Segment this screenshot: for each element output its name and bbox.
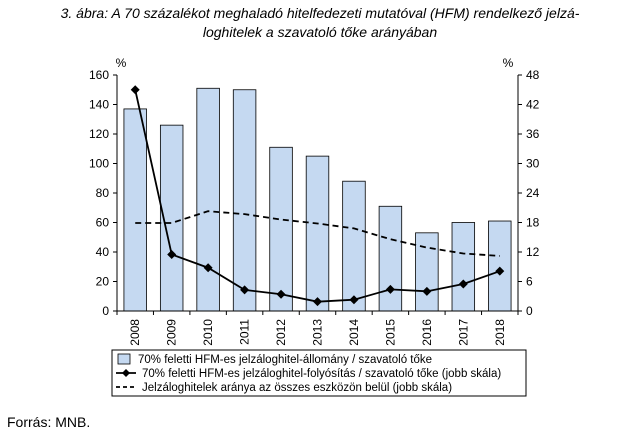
legend-label-line: 70% feletti HFM-es jelzáloghitel-folyósí… bbox=[142, 368, 501, 380]
marker-point-2012 bbox=[276, 289, 286, 299]
marker-point-2010 bbox=[203, 263, 213, 273]
legend: 70% feletti HFM-es jelzáloghitel-állomán… bbox=[111, 349, 527, 397]
source-note: Forrás: MNB. bbox=[7, 414, 91, 430]
legend-bar-swatch bbox=[117, 353, 131, 365]
left-axis-unit: % bbox=[116, 56, 127, 70]
right-axis-unit: % bbox=[503, 56, 514, 70]
legend-box bbox=[111, 349, 527, 397]
right-tick-label: 24 bbox=[526, 186, 540, 200]
bar-2014 bbox=[342, 180, 366, 312]
x-tick-label-2014: 2014 bbox=[347, 319, 361, 346]
marker-point-2008 bbox=[130, 85, 140, 95]
left-tick-label: 40 bbox=[96, 245, 110, 259]
left-tick-label: 100 bbox=[89, 157, 109, 171]
bars-layer bbox=[123, 87, 512, 312]
bar-2011 bbox=[232, 89, 257, 312]
chart: 0 20 40 60 80 100 120 140 160 0 6 12 18 24 30 36 42 48% % 2… bbox=[89, 56, 540, 397]
right-tick-label: 0 bbox=[526, 304, 533, 318]
right-tick-label: 6 bbox=[526, 275, 533, 289]
bar-2018 bbox=[488, 220, 512, 312]
bar-2015 bbox=[378, 205, 403, 312]
marker-point-2018 bbox=[495, 266, 505, 276]
x-tick-label-2016: 2016 bbox=[420, 319, 434, 346]
axes-layer: 0 20 40 60 80 100 120 140 160 0 6 12 18 24 30 36 42 48% % 2… bbox=[89, 56, 540, 346]
x-tick-label-2012: 2012 bbox=[274, 319, 288, 346]
right-tick-label: 12 bbox=[526, 245, 540, 259]
x-tick-label-2018: 2018 bbox=[493, 319, 507, 346]
chart-title-line-1: 3. ábra: A 70 százalékot meghaladó hitel… bbox=[60, 5, 580, 21]
x-tick-label-2017: 2017 bbox=[456, 319, 470, 346]
right-tick-label: 18 bbox=[526, 216, 540, 230]
bar-2008 bbox=[123, 108, 147, 312]
marker-point-2013 bbox=[313, 297, 322, 307]
x-tick-label-2009: 2009 bbox=[165, 319, 179, 346]
bar-2010 bbox=[196, 87, 220, 312]
x-tick-label-2010: 2010 bbox=[201, 319, 215, 346]
right-tick-label: 36 bbox=[526, 127, 540, 141]
marker-point-2017 bbox=[458, 279, 468, 289]
x-tick-label-2011: 2011 bbox=[238, 319, 252, 345]
chart-title-line-2: loghitelek a szavatoló tőke arányában bbox=[202, 24, 438, 40]
right-tick-label: 48 bbox=[526, 68, 540, 82]
bar-2012 bbox=[269, 146, 293, 312]
left-tick-label: 80 bbox=[96, 186, 110, 200]
marker-point-2014 bbox=[349, 295, 359, 305]
left-tick-label: 140 bbox=[89, 98, 109, 112]
legend-marker-swatch bbox=[122, 369, 130, 377]
lines-layer bbox=[130, 85, 505, 307]
left-tick-label: 120 bbox=[89, 127, 109, 141]
bar-2016 bbox=[415, 232, 439, 312]
marker-point-2016 bbox=[422, 286, 432, 296]
bar-2013 bbox=[305, 155, 330, 312]
dashed-series-line bbox=[135, 210, 500, 257]
marker-point-2009 bbox=[167, 249, 177, 259]
marker-point-2015 bbox=[385, 284, 395, 294]
bar-2017 bbox=[451, 222, 476, 312]
left-tick-label: 160 bbox=[89, 68, 109, 82]
legend-label-dashed: Jelzáloghitelek aránya az összes eszközö… bbox=[142, 382, 452, 394]
x-tick-label-2008: 2008 bbox=[128, 319, 142, 346]
marker-point-2011 bbox=[240, 285, 250, 295]
right-tick-label: 42 bbox=[526, 98, 540, 112]
left-tick-label: 60 bbox=[96, 216, 110, 230]
chart-title: 3. ábra: A 70 százalékot meghaladó hitel… bbox=[0, 4, 640, 42]
x-tick-label-2013: 2013 bbox=[311, 319, 325, 346]
legend-label-bar: 70% feletti HFM-es jelzáloghitel-állomán… bbox=[138, 354, 432, 366]
right-tick-label: 30 bbox=[526, 157, 540, 171]
left-tick-label: 0 bbox=[102, 304, 109, 318]
x-tick-label-2015: 2015 bbox=[383, 319, 397, 346]
left-tick-label: 20 bbox=[96, 275, 110, 289]
